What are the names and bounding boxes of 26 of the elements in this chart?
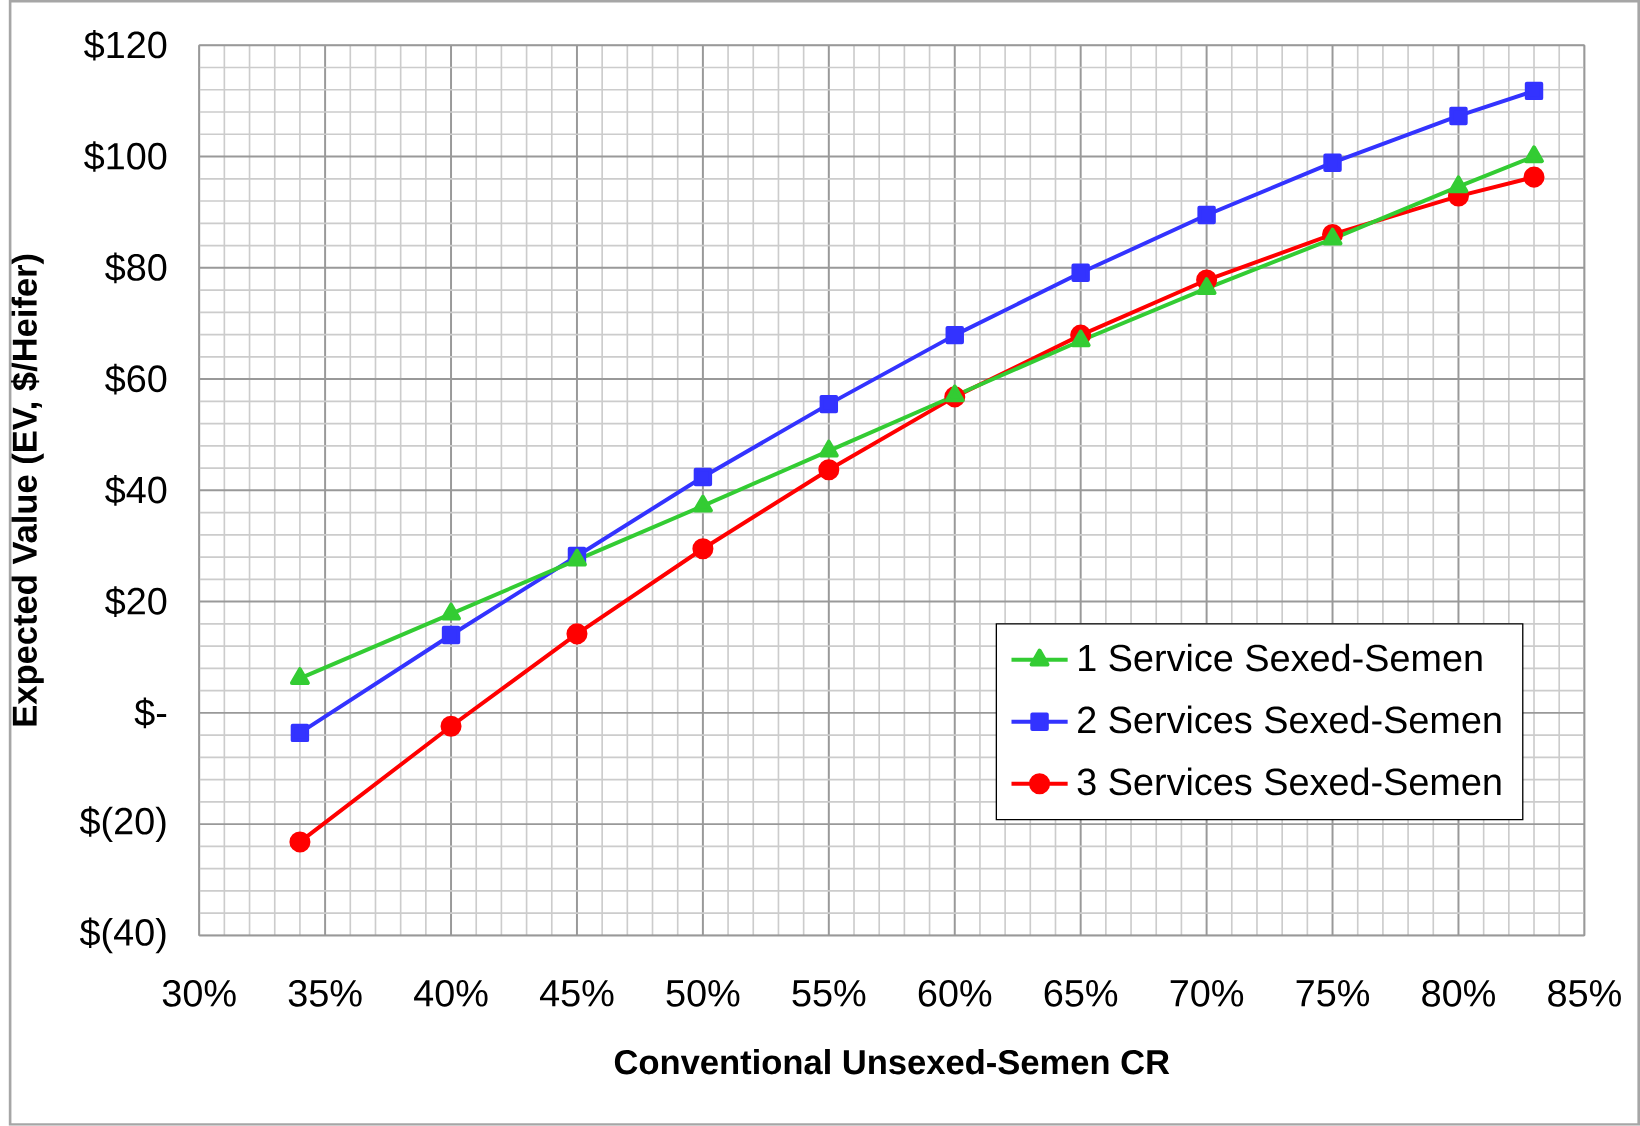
y-tick-label: $100 [84,141,167,172]
x-tick-label: 65% [1044,980,1118,1007]
x-axis-title: Conventional Unsexed-Semen CR [614,1049,1170,1075]
legend-label: 3 Services Sexed-Semen [1077,767,1501,796]
x-tick-label: 55% [792,980,866,1007]
y-tick-label: $80 [105,252,167,284]
x-tick-label: 45% [539,980,614,1007]
y-tick-label: $40 [105,475,167,506]
x-tick-label: 35% [288,980,362,1007]
y-axis-title: Expected Value (EV, $/Heifer) [10,254,44,726]
x-tick-label: 70% [1170,980,1244,1007]
x-tick-label: 80% [1422,980,1495,1007]
x-tick-label: 60% [918,980,992,1007]
x-tick-label: 85% [1548,980,1621,1007]
y-tick-label: $- [134,697,167,729]
y-tick-label: $120 [84,30,167,61]
y-tick-label: $(20) [79,806,166,843]
y-tick-label: $(40) [79,917,166,954]
x-tick-label: 40% [414,980,488,1007]
y-tick-label: $60 [105,363,167,395]
legend-label: 2 Services Sexed-Semen [1078,705,1501,734]
y-tick-label: $20 [105,586,167,618]
x-tick-label: 50% [666,980,740,1007]
x-tick-label: 30% [162,980,236,1007]
x-tick-label: 75% [1296,980,1370,1007]
legend-label: 1 Service Sexed-Semen [1079,643,1482,672]
